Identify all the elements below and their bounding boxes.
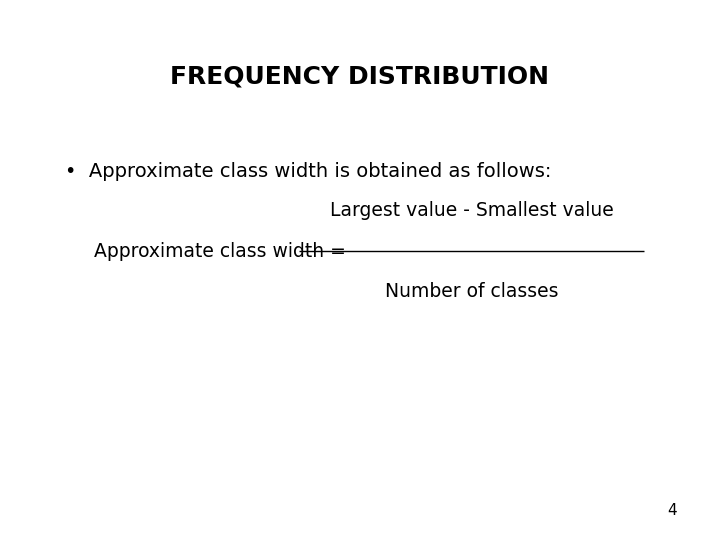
Text: Number of classes: Number of classes <box>385 282 558 301</box>
Text: FREQUENCY DISTRIBUTION: FREQUENCY DISTRIBUTION <box>171 65 549 89</box>
Text: •  Approximate class width is obtained as follows:: • Approximate class width is obtained as… <box>65 162 552 181</box>
Text: 4: 4 <box>667 503 677 518</box>
Text: Largest value - Smallest value: Largest value - Smallest value <box>330 201 613 220</box>
Text: Approximate class width =: Approximate class width = <box>94 241 346 261</box>
